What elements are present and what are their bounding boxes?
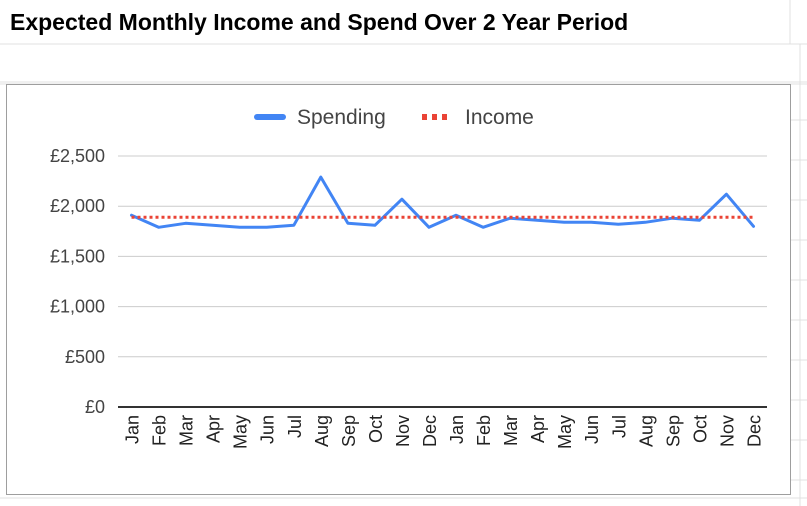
legend-swatch-income (442, 114, 447, 120)
y-axis-tick-labels: £0 £500 £1,000 £1,500 £2,000 £2,500 (50, 146, 105, 417)
x-tick-label: Jan (447, 415, 467, 444)
x-tick-label: May (231, 415, 251, 449)
y-tick-label: £1,500 (50, 246, 105, 266)
legend-label-income: Income (465, 106, 534, 129)
x-tick-label: Apr (204, 415, 224, 443)
x-tick-label: Jan (123, 415, 143, 444)
x-tick-label: Feb (150, 415, 170, 446)
chart-container[interactable]: £0 £500 £1,000 £1,500 £2,000 £2,500 Jan Feb Mar… (6, 84, 791, 495)
x-tick-label: Apr (528, 415, 548, 443)
x-tick-label: Jul (285, 415, 305, 438)
y-tick-label: £1,000 (50, 297, 105, 317)
sheet-title[interactable]: Expected Monthly Income and Spend Over 2… (10, 9, 629, 35)
series-lines (130, 175, 755, 229)
x-tick-label: Aug (636, 415, 656, 447)
gridlines (118, 155, 767, 408)
x-tick-label: Mar (501, 415, 521, 446)
x-tick-label: May (555, 415, 575, 449)
x-tick-label: Jun (258, 415, 278, 444)
legend-swatch-income (432, 114, 437, 120)
x-tick-label: Oct (366, 415, 386, 443)
x-tick-label: Feb (474, 415, 494, 446)
y-tick-label: £500 (65, 347, 105, 367)
x-tick-label: Dec (420, 415, 440, 447)
x-axis-tick-labels: Jan Feb Mar Apr May Jun Jul Aug Sep Oct Nov Dec Jan F… (123, 415, 765, 449)
x-tick-label: Nov (717, 415, 737, 447)
y-tick-label: £2,500 (50, 146, 105, 166)
x-tick-label: Mar (177, 415, 197, 446)
y-tick-label: £2,000 (50, 196, 105, 216)
legend-label-spending: Spending (297, 106, 386, 129)
x-tick-label: Jul (609, 415, 629, 438)
x-tick-label: Sep (339, 415, 359, 447)
x-tick-label: Oct (690, 415, 710, 443)
x-tick-label: Dec (744, 415, 764, 447)
x-tick-label: Jun (582, 415, 602, 444)
legend-swatch-income (422, 114, 427, 120)
x-tick-label: Nov (393, 415, 413, 447)
title-row: Expected Monthly Income and Spend Over 2… (0, 0, 807, 44)
series-line-spending (130, 175, 755, 229)
line-chart: £0 £500 £1,000 £1,500 £2,000 £2,500 Jan Feb Mar… (50, 106, 767, 449)
x-tick-label: Aug (312, 415, 332, 447)
x-tick-label: Sep (663, 415, 683, 447)
y-tick-label: £0 (85, 397, 105, 417)
legend: Spending Income (254, 106, 534, 129)
